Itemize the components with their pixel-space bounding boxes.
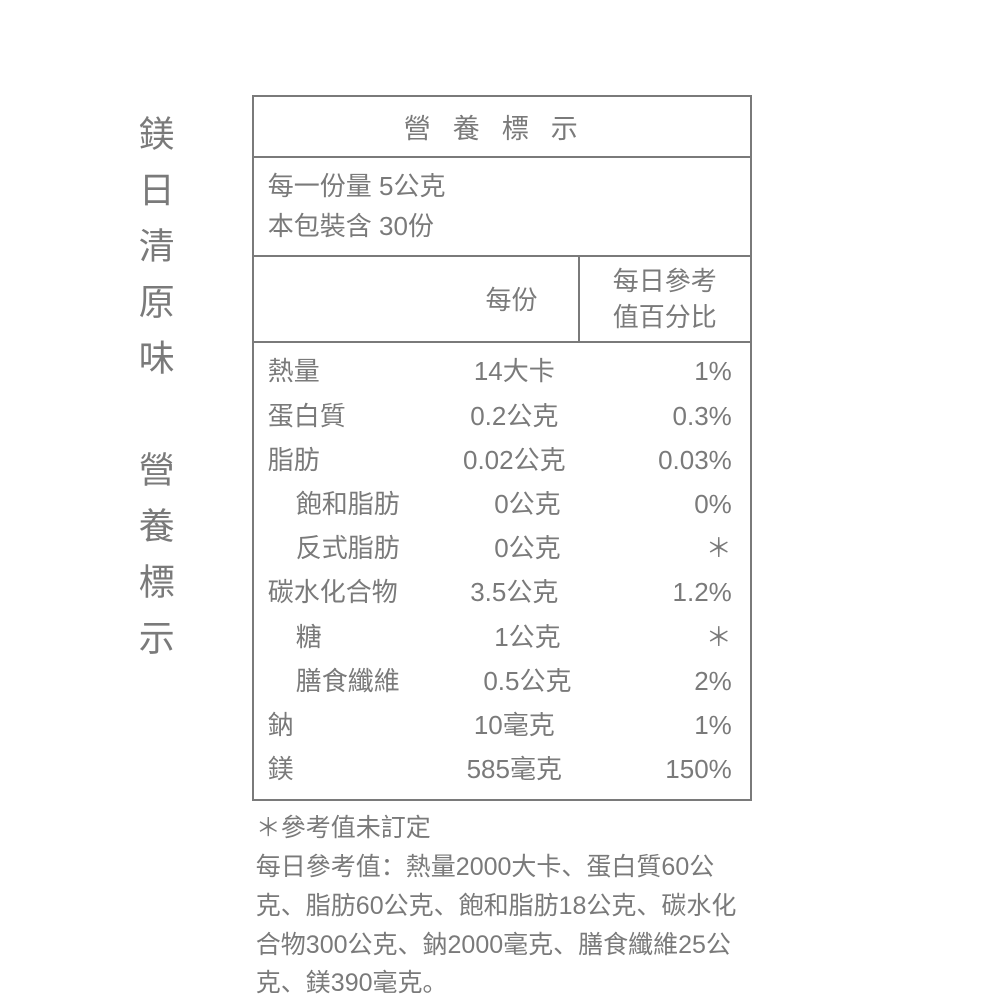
- nutrient-percent: 2%: [596, 659, 736, 703]
- header-daily-line2: 值百分比: [584, 299, 746, 335]
- serving-info: 每一份量 5公克 本包裝含 30份: [254, 158, 750, 257]
- table-title: 營養標示: [254, 97, 750, 158]
- nutrient-name: 鎂: [268, 747, 442, 791]
- footnote-daily-values: 每日參考值：熱量2000大卡、蛋白質60公克、脂肪60公克、飽和脂肪18公克、碳…: [256, 848, 748, 1003]
- footnote-asterisk: ＊參考值未訂定: [256, 809, 748, 848]
- nutrient-name: 碳水化合物: [268, 570, 442, 614]
- nutrient-name: 糖: [268, 615, 460, 659]
- nutrient-value: 3.5公克: [442, 570, 587, 614]
- table-row: 糖1公克＊: [268, 615, 736, 659]
- nutrient-percent: 0.3%: [587, 394, 736, 438]
- table-row: 鈉10毫克1%: [268, 703, 736, 747]
- nutrient-value: 10毫克: [442, 703, 587, 747]
- servings-per-container: 本包裝含 30份: [268, 206, 736, 246]
- nutrient-value: 0.02公克: [442, 438, 587, 482]
- header-blank: [254, 257, 445, 342]
- table-row: 熱量14大卡1%: [268, 349, 736, 393]
- nutrient-percent: 1%: [587, 349, 736, 393]
- nutrient-name: 反式脂肪: [268, 526, 460, 570]
- nutrient-value: 0.5公克: [459, 659, 595, 703]
- nutrient-percent: ＊: [596, 615, 736, 659]
- table-header-row: 每份 每日參考 值百分比: [254, 257, 750, 344]
- table-row: 膳食纖維0.5公克2%: [268, 659, 736, 703]
- nutrient-value: 1公克: [459, 615, 595, 659]
- product-vertical-title: 鎂日清原味 營養標示: [130, 95, 177, 675]
- nutrient-name: 膳食纖維: [268, 659, 460, 703]
- table-row: 脂肪0.02公克0.03%: [268, 438, 736, 482]
- nutrient-name: 蛋白質: [268, 394, 442, 438]
- header-per-serving: 每份: [445, 257, 578, 342]
- nutrient-value: 0公克: [459, 526, 595, 570]
- nutrition-panel: 營養標示 每一份量 5公克 本包裝含 30份 每份 每日參考 值百分比 熱量14…: [252, 95, 752, 1003]
- nutrient-percent: 150%: [587, 747, 736, 791]
- nutrient-percent: ＊: [596, 526, 736, 570]
- nutrient-name: 鈉: [268, 703, 442, 747]
- header-daily-value: 每日參考 值百分比: [578, 257, 750, 342]
- nutrient-name: 熱量: [268, 349, 442, 393]
- nutrient-percent: 1.2%: [587, 570, 736, 614]
- table-row: 鎂585毫克150%: [268, 747, 736, 791]
- nutrient-value: 14大卡: [442, 349, 587, 393]
- nutrient-name: 脂肪: [268, 438, 442, 482]
- header-daily-line1: 每日參考: [584, 263, 746, 299]
- nutrient-percent: 0.03%: [587, 438, 736, 482]
- table-row: 蛋白質0.2公克0.3%: [268, 394, 736, 438]
- data-section: 熱量14大卡1%蛋白質0.2公克0.3%脂肪0.02公克0.03%飽和脂肪0公克…: [254, 343, 750, 799]
- nutrition-table: 營養標示 每一份量 5公克 本包裝含 30份 每份 每日參考 值百分比 熱量14…: [252, 95, 752, 801]
- nutrient-value: 0公克: [459, 482, 595, 526]
- footnote: ＊參考值未訂定 每日參考值：熱量2000大卡、蛋白質60公克、脂肪60公克、飽和…: [252, 801, 752, 1003]
- nutrient-percent: 1%: [587, 703, 736, 747]
- table-row: 反式脂肪0公克＊: [268, 526, 736, 570]
- nutrient-value: 0.2公克: [442, 394, 587, 438]
- table-row: 飽和脂肪0公克0%: [268, 482, 736, 526]
- table-row: 碳水化合物3.5公克1.2%: [268, 570, 736, 614]
- nutrient-name: 飽和脂肪: [268, 482, 460, 526]
- nutrient-value: 585毫克: [442, 747, 587, 791]
- serving-size: 每一份量 5公克: [268, 166, 736, 206]
- nutrient-percent: 0%: [596, 482, 736, 526]
